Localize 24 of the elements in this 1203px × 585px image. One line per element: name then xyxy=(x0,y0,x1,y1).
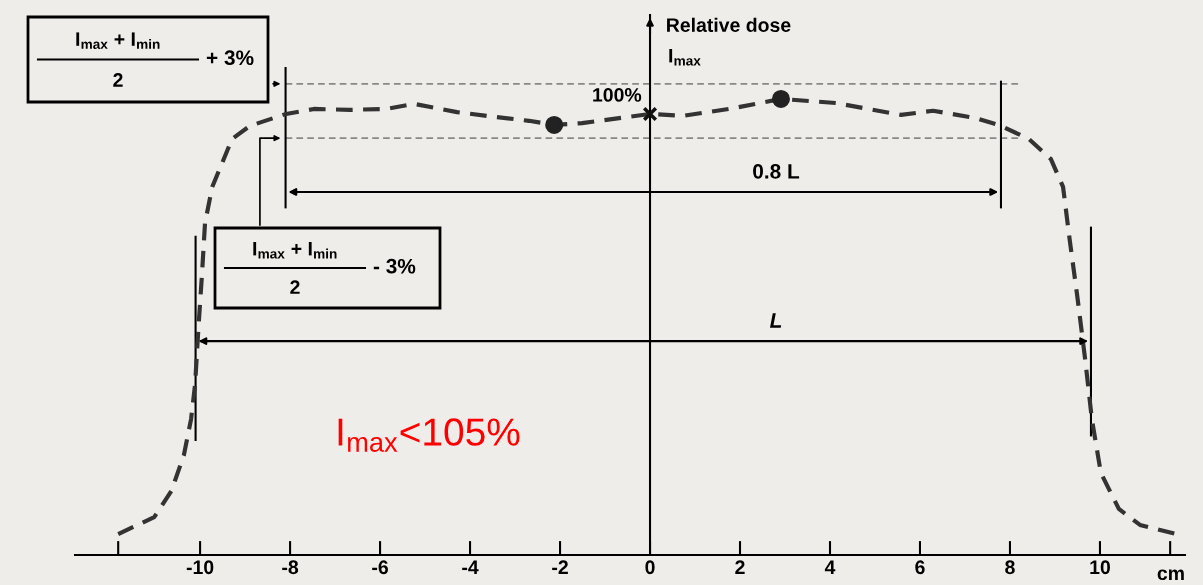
annotation: L xyxy=(770,313,782,328)
x-tick-label: 10 xyxy=(1090,560,1110,575)
annotation: - 3% xyxy=(373,258,416,274)
x-tick-label: -2 xyxy=(552,560,568,574)
annotation: 0.8 L xyxy=(753,163,800,179)
text: I$_{max}$ xyxy=(669,49,701,66)
annotation: 100% xyxy=(593,88,642,102)
x-tick-label: 8 xyxy=(1005,560,1015,575)
text: 2 xyxy=(113,73,123,87)
x-axis-title: cm xyxy=(1157,569,1184,581)
x-tick-label: 6 xyxy=(915,560,925,575)
y-axis-title: Relative dose xyxy=(667,17,791,32)
x-tick-label: -10 xyxy=(186,560,214,575)
x-tick-label: 4 xyxy=(824,560,836,574)
text: I$_{max}$ + I$_{min}$ xyxy=(76,32,160,49)
annotation: I$_{max}$ + I$_{min}$ xyxy=(253,242,337,259)
x-tick-label: -8 xyxy=(282,560,299,575)
annotation: 2 xyxy=(290,280,300,294)
x-tick-label: 2 xyxy=(735,560,745,574)
annotation: I$_{max}$<105% xyxy=(338,418,520,452)
x-tick-label: -4 xyxy=(462,560,479,574)
x-tick-label: 0 xyxy=(645,560,655,575)
x-tick-label: -6 xyxy=(372,560,388,575)
text: + 3% xyxy=(206,50,254,66)
